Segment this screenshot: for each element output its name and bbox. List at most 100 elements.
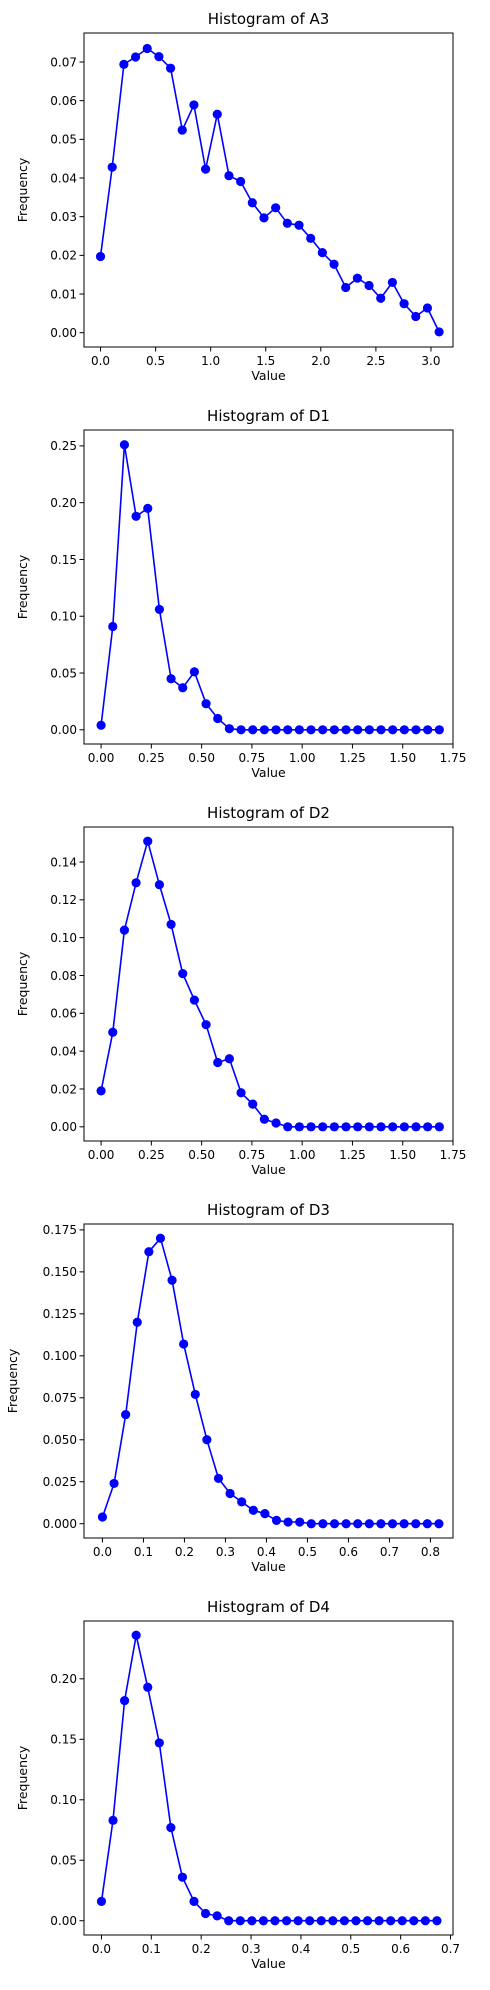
data-point xyxy=(376,1122,386,1132)
data-point xyxy=(236,176,246,187)
data-point xyxy=(376,725,386,735)
x-tick-label: 2.0 xyxy=(311,354,330,368)
y-tick-label: 0.100 xyxy=(43,1349,77,1363)
y-tick-label: 0.14 xyxy=(50,855,77,869)
y-tick-label: 0.12 xyxy=(50,893,77,907)
data-point xyxy=(387,1519,398,1529)
data-point xyxy=(224,171,234,181)
x-tick-label: 0.5 xyxy=(298,1545,317,1559)
y-tick-label: 0.175 xyxy=(43,1223,77,1237)
x-tick-label: 1.75 xyxy=(440,751,467,765)
data-point xyxy=(142,43,152,54)
data-point xyxy=(96,1086,106,1096)
data-point xyxy=(386,1916,396,1926)
chart-panel-1: Histogram of A3 0.0 0.5 1.0 1.5 2.0 2.5 3.0 0.00… xyxy=(15,10,454,383)
y-tick-label: 0.05 xyxy=(50,1854,77,1868)
data-point xyxy=(434,725,444,735)
data-point xyxy=(144,1247,154,1257)
x-tick-label: 1.50 xyxy=(389,751,416,765)
x-tick-label: 0.0 xyxy=(92,1942,111,1956)
data-point xyxy=(306,1519,316,1529)
y-tick-label: 0.04 xyxy=(50,1044,77,1058)
data-point xyxy=(422,303,433,313)
data-point xyxy=(411,1519,421,1529)
y-tick-label: 0.02 xyxy=(50,1082,77,1096)
data-point xyxy=(143,503,153,513)
data-point xyxy=(236,1088,246,1098)
data-point xyxy=(388,1122,398,1132)
series-line xyxy=(99,47,440,333)
data-point xyxy=(108,1027,118,1037)
x-tick-label: 0.25 xyxy=(138,751,165,765)
y-tick-label: 0.025 xyxy=(43,1475,77,1489)
data-point xyxy=(352,273,362,283)
x-axis-label: Value xyxy=(251,1559,286,1574)
data-point xyxy=(306,233,316,243)
data-point xyxy=(317,248,327,258)
series-line xyxy=(101,1237,439,1525)
data-point xyxy=(294,220,304,230)
y-tick-label: 0.000 xyxy=(43,1517,77,1531)
x-tick-label: 1.00 xyxy=(289,1148,316,1162)
data-point xyxy=(247,198,257,208)
y-tick-label: 0.07 xyxy=(50,55,77,69)
data-point xyxy=(329,259,339,269)
data-point xyxy=(248,725,258,735)
x-tick-label: 0.1 xyxy=(134,1545,153,1559)
data-point xyxy=(190,1389,200,1400)
x-tick-label: 0.3 xyxy=(216,1545,235,1559)
y-tick-label: 0.050 xyxy=(43,1433,77,1447)
x-tick-label: 1.50 xyxy=(389,1148,416,1162)
data-point xyxy=(364,1519,374,1529)
data-point xyxy=(397,1916,407,1926)
data-point xyxy=(294,725,304,735)
x-tick-label: 1.75 xyxy=(440,1148,467,1162)
data-point xyxy=(201,164,211,174)
data-point xyxy=(143,836,153,846)
data-point xyxy=(237,1497,247,1507)
chart-title: Histogram of D1 xyxy=(207,407,330,425)
data-point xyxy=(316,1916,326,1926)
data-point xyxy=(293,1916,303,1926)
data-point xyxy=(212,1911,222,1921)
x-axis-label: Value xyxy=(251,368,286,383)
x-tick-label: 3.0 xyxy=(421,354,440,368)
data-point xyxy=(362,1916,373,1926)
data-point xyxy=(154,51,164,62)
x-tick-label: 0.3 xyxy=(242,1942,261,1956)
x-tick-label: 0.1 xyxy=(142,1942,161,1956)
y-axis-label: Frequency xyxy=(5,1348,20,1413)
data-point xyxy=(247,1916,257,1926)
axes-frame xyxy=(83,32,454,348)
x-tick-label: 0.75 xyxy=(239,751,266,765)
data-point xyxy=(166,919,176,930)
data-point xyxy=(202,1435,212,1445)
data-point xyxy=(165,63,176,73)
data-point xyxy=(96,1896,107,1906)
y-tick-label: 0.00 xyxy=(50,1120,77,1134)
data-point xyxy=(108,621,118,632)
x-tick-label: 0.75 xyxy=(239,1148,266,1162)
axes-frame xyxy=(83,429,454,745)
y-tick-label: 0.00 xyxy=(50,723,77,737)
data-point xyxy=(351,1916,361,1926)
x-tick-label: 0.6 xyxy=(339,1545,358,1559)
data-point xyxy=(177,1872,188,1882)
data-point xyxy=(97,1512,108,1522)
data-point xyxy=(131,511,141,521)
data-point xyxy=(341,282,351,293)
x-axis-label: Value xyxy=(251,1162,286,1177)
y-tick-label: 0.125 xyxy=(43,1307,77,1321)
data-point xyxy=(248,1099,258,1109)
y-tick-label: 0.06 xyxy=(50,1007,77,1021)
data-point xyxy=(283,1517,293,1527)
y-tick-label: 0.15 xyxy=(50,1733,77,1747)
x-tick-label: 0.4 xyxy=(257,1545,276,1559)
data-point xyxy=(201,1020,211,1030)
data-point xyxy=(132,1317,142,1327)
data-point xyxy=(411,311,421,322)
y-tick-label: 0.25 xyxy=(50,439,77,453)
data-point xyxy=(107,162,117,172)
series-line xyxy=(100,840,440,1128)
data-point xyxy=(422,1519,432,1529)
